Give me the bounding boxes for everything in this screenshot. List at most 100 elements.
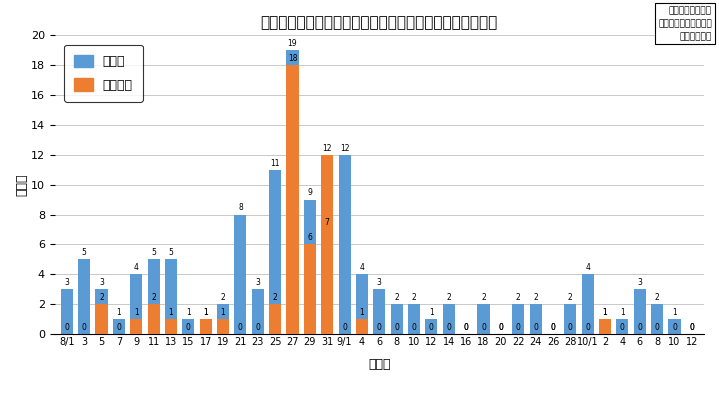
Bar [321,155,334,334]
Bar [113,319,125,334]
Bar [147,304,160,334]
Text: 4: 4 [134,263,139,272]
Text: 1: 1 [203,308,208,317]
Text: 0: 0 [498,323,503,332]
Text: 6: 6 [308,233,312,242]
Text: 0: 0 [116,323,122,332]
Bar [286,50,298,334]
Text: 2: 2 [221,293,226,302]
Text: 3: 3 [377,278,382,287]
Bar [182,319,194,334]
Bar [599,319,611,334]
Bar [443,304,455,334]
Text: 1: 1 [134,308,139,317]
Text: 0: 0 [377,323,382,332]
Bar [426,319,437,334]
Text: 3: 3 [64,278,69,287]
Text: 5: 5 [151,248,156,257]
Text: 5: 5 [168,248,173,257]
Bar [304,244,316,334]
Text: 0: 0 [551,323,555,332]
Bar [356,319,368,334]
Bar [564,304,577,334]
Bar [78,259,90,334]
Text: 0: 0 [82,323,86,332]
Text: 1: 1 [672,308,677,317]
Bar [286,65,298,334]
Text: 12: 12 [340,143,349,153]
Text: 9: 9 [308,188,312,198]
Bar [130,274,142,334]
Text: 1: 1 [360,308,365,317]
Text: 4: 4 [360,263,365,272]
Bar [252,289,264,334]
Bar [373,289,385,334]
Bar [200,319,212,334]
Text: 0: 0 [481,323,486,332]
Bar [217,304,229,334]
Bar [633,289,646,334]
Text: 2: 2 [568,293,572,302]
Text: 0: 0 [585,323,590,332]
Text: 0: 0 [533,323,538,332]
Text: 2: 2 [481,293,486,302]
Text: 1: 1 [620,308,625,317]
Bar [651,304,663,334]
Bar [669,319,681,334]
Text: 0: 0 [342,323,347,332]
Text: （日）: （日） [368,358,390,371]
Text: 1: 1 [116,308,122,317]
Text: 2: 2 [99,293,104,302]
Bar [200,319,212,334]
Text: 0: 0 [186,323,191,332]
Y-axis label: （人）: （人） [15,173,28,196]
Text: 1: 1 [221,308,226,317]
Text: 8: 8 [238,203,243,213]
Text: 1: 1 [186,308,191,317]
Bar [269,304,281,334]
Bar [96,289,108,334]
Text: 2: 2 [516,293,521,302]
Text: 2: 2 [655,293,659,302]
Text: 3: 3 [255,278,260,287]
Bar [512,304,524,334]
Text: 19: 19 [288,39,298,48]
Bar [165,319,177,334]
Legend: 長野県, 松本圈域: 長野県, 松本圈域 [64,44,143,102]
Text: 0: 0 [551,323,555,332]
Text: 2: 2 [412,293,416,302]
Text: 0: 0 [516,323,521,332]
Text: 5: 5 [82,248,86,257]
Text: 0: 0 [64,323,69,332]
Bar [321,229,334,334]
Text: 12: 12 [323,143,332,153]
Bar [269,170,281,334]
Text: 2: 2 [394,293,399,302]
Bar [477,304,490,334]
Text: 11: 11 [270,158,280,168]
Bar [96,304,108,334]
Text: 0: 0 [690,323,695,332]
Text: 2: 2 [151,293,156,302]
Bar [356,274,368,334]
Text: 1: 1 [203,308,208,317]
Text: 1: 1 [603,308,608,317]
Text: 0: 0 [464,323,469,332]
Text: 1: 1 [603,308,608,317]
Text: 0: 0 [690,323,695,332]
Bar [130,319,142,334]
Text: 0: 0 [429,323,434,332]
Bar [599,319,611,334]
Text: 7: 7 [325,218,329,227]
Text: 2: 2 [273,293,278,302]
Text: 0: 0 [464,323,469,332]
Bar [390,304,403,334]
Text: 0: 0 [238,323,243,332]
Text: 2: 2 [446,293,451,302]
Bar [147,259,160,334]
Bar [408,304,420,334]
Text: 0: 0 [498,323,503,332]
Text: 0: 0 [637,323,642,332]
Text: 2: 2 [533,293,538,302]
Text: 市長記者会見資料
令和２年１０月１３日
健康づくり課: 市長記者会見資料 令和２年１０月１３日 健康づくり課 [658,6,712,42]
